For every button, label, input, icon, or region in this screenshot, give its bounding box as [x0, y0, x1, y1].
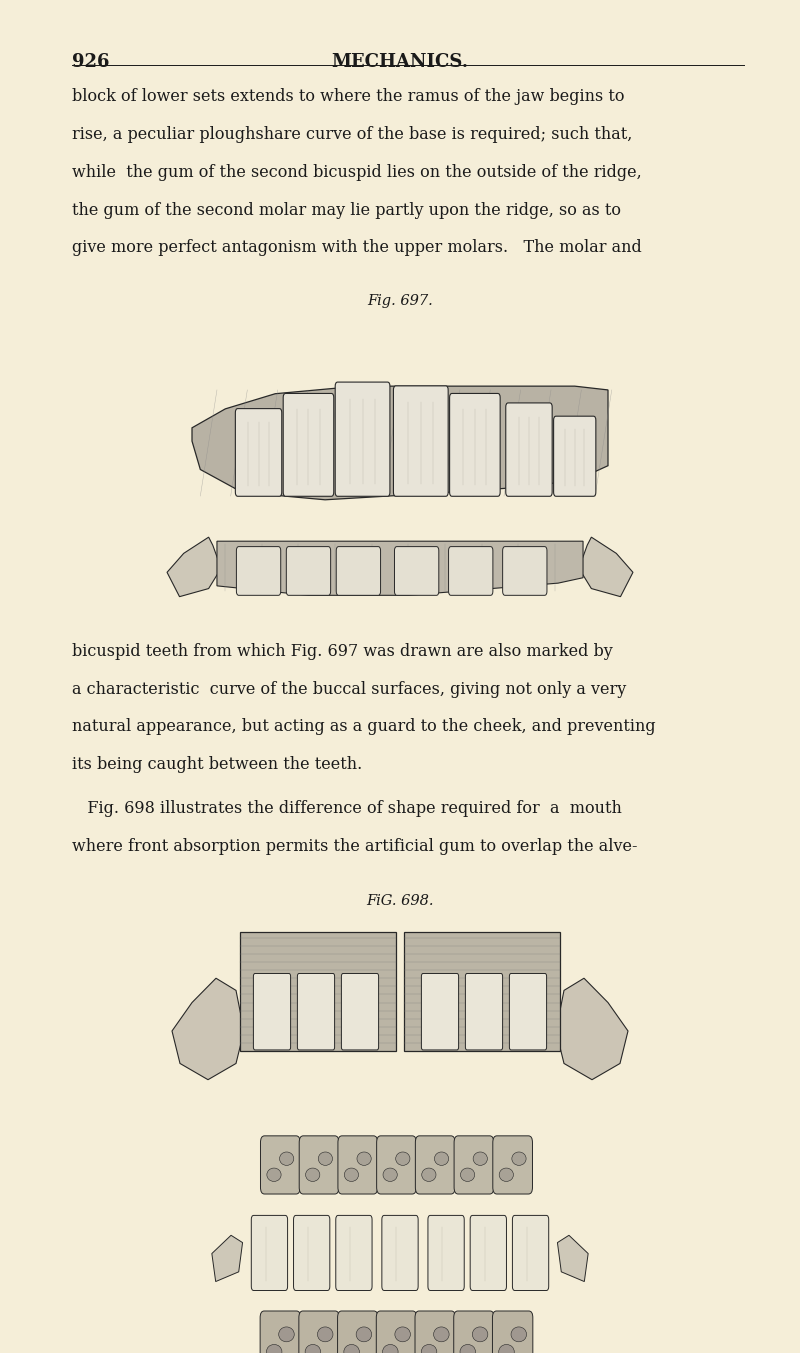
FancyBboxPatch shape: [394, 547, 438, 595]
FancyBboxPatch shape: [338, 1137, 378, 1195]
FancyBboxPatch shape: [336, 1215, 372, 1291]
FancyBboxPatch shape: [502, 547, 547, 595]
FancyBboxPatch shape: [510, 974, 546, 1050]
FancyBboxPatch shape: [336, 547, 381, 595]
Ellipse shape: [266, 1345, 282, 1353]
Ellipse shape: [382, 1345, 398, 1353]
FancyBboxPatch shape: [298, 974, 334, 1050]
Text: 926: 926: [72, 53, 110, 70]
FancyBboxPatch shape: [283, 394, 334, 497]
Ellipse shape: [460, 1345, 475, 1353]
FancyBboxPatch shape: [466, 974, 502, 1050]
Ellipse shape: [306, 1168, 320, 1181]
Text: where front absorption permits the artificial gum to overlap the alve-: where front absorption permits the artif…: [72, 838, 638, 855]
FancyBboxPatch shape: [493, 1137, 533, 1195]
FancyBboxPatch shape: [493, 1311, 533, 1353]
Ellipse shape: [422, 1345, 437, 1353]
FancyBboxPatch shape: [422, 974, 458, 1050]
Polygon shape: [556, 978, 628, 1080]
FancyBboxPatch shape: [342, 974, 378, 1050]
Ellipse shape: [267, 1168, 281, 1181]
Polygon shape: [217, 541, 583, 595]
Polygon shape: [172, 978, 244, 1080]
Ellipse shape: [344, 1168, 358, 1181]
Polygon shape: [240, 932, 396, 1051]
Ellipse shape: [305, 1345, 321, 1353]
FancyBboxPatch shape: [554, 417, 596, 497]
Text: Fig. 698 illustrates the difference of shape required for  a  mouth: Fig. 698 illustrates the difference of s…: [72, 800, 622, 817]
Ellipse shape: [422, 1168, 436, 1181]
FancyBboxPatch shape: [299, 1137, 339, 1195]
FancyBboxPatch shape: [261, 1137, 300, 1195]
FancyBboxPatch shape: [294, 1215, 330, 1291]
FancyBboxPatch shape: [260, 1311, 301, 1353]
Text: rise, a peculiar ploughshare curve of the base is required; such that,: rise, a peculiar ploughshare curve of th…: [72, 126, 632, 143]
Ellipse shape: [472, 1327, 488, 1342]
Polygon shape: [579, 537, 633, 597]
FancyBboxPatch shape: [286, 547, 330, 595]
FancyBboxPatch shape: [254, 974, 290, 1050]
Ellipse shape: [461, 1168, 474, 1181]
Ellipse shape: [344, 1345, 359, 1353]
Ellipse shape: [473, 1151, 487, 1165]
Text: a characteristic  curve of the buccal surfaces, giving not only a very: a characteristic curve of the buccal sur…: [72, 681, 626, 698]
FancyBboxPatch shape: [415, 1311, 455, 1353]
Text: Fig. 697.: Fig. 697.: [367, 294, 433, 307]
FancyBboxPatch shape: [454, 1311, 494, 1353]
Text: its being caught between the teeth.: its being caught between the teeth.: [72, 756, 362, 774]
FancyBboxPatch shape: [428, 1215, 464, 1291]
FancyBboxPatch shape: [299, 1311, 339, 1353]
FancyBboxPatch shape: [394, 386, 448, 497]
Text: MECHANICS.: MECHANICS.: [331, 53, 469, 70]
Text: give more perfect antagonism with the upper molars.   The molar and: give more perfect antagonism with the up…: [72, 239, 642, 257]
Ellipse shape: [512, 1151, 526, 1165]
Polygon shape: [192, 386, 608, 499]
Ellipse shape: [511, 1327, 526, 1342]
Text: FiG. 698.: FiG. 698.: [366, 894, 434, 908]
Polygon shape: [212, 1235, 242, 1281]
Ellipse shape: [357, 1151, 371, 1165]
Ellipse shape: [318, 1151, 333, 1165]
FancyBboxPatch shape: [513, 1215, 549, 1291]
Text: while  the gum of the second bicuspid lies on the outside of the ridge,: while the gum of the second bicuspid lie…: [72, 164, 642, 181]
Ellipse shape: [499, 1168, 514, 1181]
Ellipse shape: [395, 1327, 410, 1342]
FancyBboxPatch shape: [450, 394, 500, 497]
Ellipse shape: [434, 1327, 449, 1342]
FancyBboxPatch shape: [377, 1137, 416, 1195]
Polygon shape: [167, 537, 221, 597]
FancyBboxPatch shape: [415, 1137, 455, 1195]
Polygon shape: [558, 1235, 588, 1281]
Text: block of lower sets extends to where the ramus of the jaw begins to: block of lower sets extends to where the…: [72, 88, 625, 106]
Ellipse shape: [498, 1345, 514, 1353]
Ellipse shape: [279, 1151, 294, 1165]
FancyBboxPatch shape: [237, 547, 281, 595]
FancyBboxPatch shape: [449, 547, 493, 595]
FancyBboxPatch shape: [376, 1311, 417, 1353]
Ellipse shape: [278, 1327, 294, 1342]
Ellipse shape: [318, 1327, 333, 1342]
Text: bicuspid teeth from which Fig. 697 was drawn are also marked by: bicuspid teeth from which Fig. 697 was d…: [72, 643, 613, 660]
Text: natural appearance, but acting as a guard to the cheek, and preventing: natural appearance, but acting as a guar…: [72, 718, 656, 736]
FancyBboxPatch shape: [470, 1215, 506, 1291]
FancyBboxPatch shape: [454, 1137, 494, 1195]
FancyBboxPatch shape: [251, 1215, 287, 1291]
Ellipse shape: [383, 1168, 398, 1181]
Polygon shape: [404, 932, 560, 1051]
Ellipse shape: [396, 1151, 410, 1165]
Text: the gum of the second molar may lie partly upon the ridge, so as to: the gum of the second molar may lie part…: [72, 202, 621, 219]
FancyBboxPatch shape: [382, 1215, 418, 1291]
Ellipse shape: [434, 1151, 449, 1165]
Ellipse shape: [356, 1327, 372, 1342]
FancyBboxPatch shape: [338, 1311, 378, 1353]
FancyBboxPatch shape: [235, 409, 282, 497]
FancyBboxPatch shape: [335, 382, 390, 497]
FancyBboxPatch shape: [506, 403, 552, 497]
